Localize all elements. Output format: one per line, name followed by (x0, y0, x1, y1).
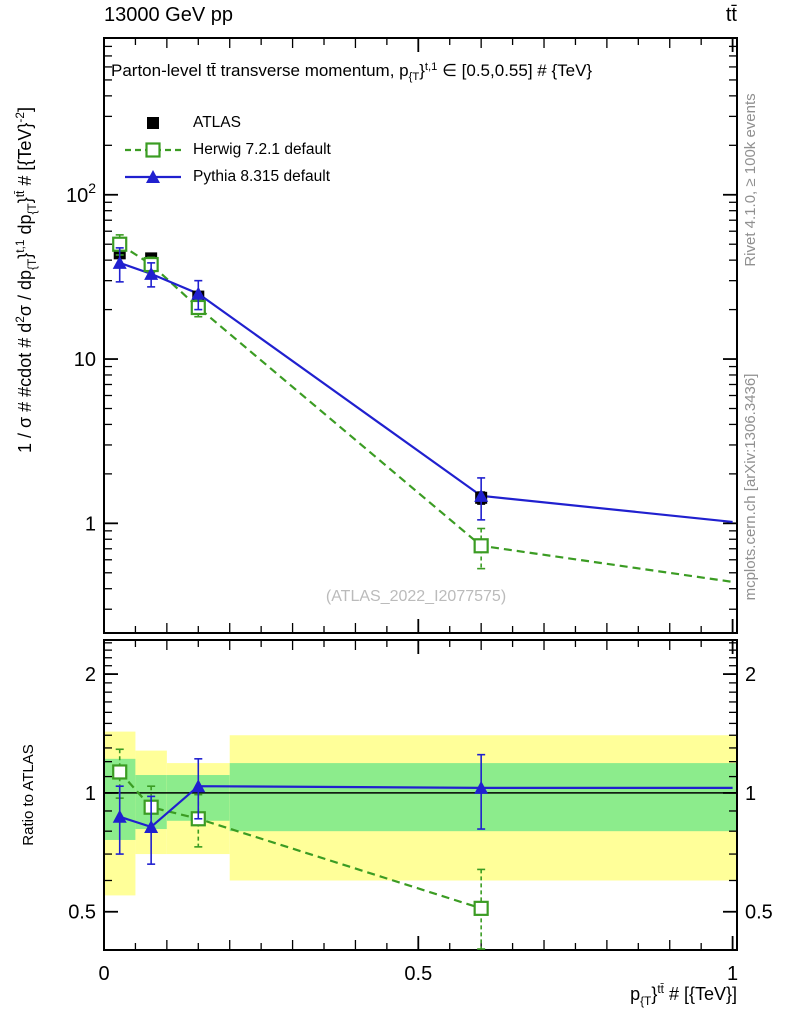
rivet-version-note: Rivet 4.1.0, ≥ 100k events (742, 93, 759, 267)
svg-text:1: 1 (745, 783, 756, 805)
main-y-axis-title: 1 / σ # #cdot # d2σ / dp{T}t,1 dp{T}tt̄ … (13, 107, 39, 453)
mcplots-arxiv-note: mcplots.cern.ch [arXiv:1306.3436] (742, 373, 759, 601)
beam-energy-label: 13000 GeV pp (104, 4, 233, 26)
svg-text:1: 1 (85, 783, 96, 805)
svg-text:0.5: 0.5 (404, 963, 432, 985)
svg-text:0: 0 (98, 963, 109, 985)
x-axis-title: p{T}tt̄ # [{TeV}] (630, 982, 737, 1008)
legend-label-atlas: ATLAS (193, 113, 241, 131)
svg-text:1: 1 (727, 963, 738, 985)
pythia-marker-icon (125, 169, 181, 183)
atlas-marker-icon (147, 116, 159, 129)
svg-text:10: 10 (74, 349, 96, 371)
legend: ATLAS Herwig 7.2.1 default Pythia 8.315 … (122, 109, 331, 190)
legend-item-herwig: Herwig 7.2.1 default (122, 136, 331, 163)
process-label: tt̄ (725, 4, 737, 26)
svg-text:2: 2 (745, 664, 756, 686)
ratio-y-axis-title: Ratio to ATLAS (20, 744, 37, 846)
svg-text:1: 1 (85, 513, 96, 535)
plot-title: Parton-level tt̄ transverse momentum, p{… (111, 60, 593, 84)
svg-text:0.5: 0.5 (745, 902, 773, 924)
analysis-id-watermark: (ATLAS_2022_I2077575) (325, 588, 507, 605)
legend-label-pythia: Pythia 8.315 default (193, 167, 331, 185)
herwig-marker-icon (125, 141, 181, 158)
legend-item-pythia: Pythia 8.315 default (122, 163, 331, 190)
legend-item-atlas: ATLAS (122, 109, 331, 136)
svg-text:102: 102 (66, 180, 96, 207)
svg-text:0.5: 0.5 (68, 902, 96, 924)
legend-label-herwig: Herwig 7.2.1 default (193, 140, 331, 158)
svg-text:2: 2 (85, 664, 96, 686)
